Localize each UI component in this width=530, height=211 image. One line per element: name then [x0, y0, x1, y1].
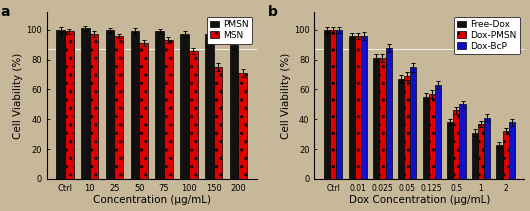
Bar: [130, 31, 139, 179]
Bar: [484, 118, 490, 179]
Bar: [81, 28, 90, 179]
Bar: [336, 30, 342, 179]
Bar: [114, 36, 123, 179]
Bar: [349, 36, 355, 179]
Bar: [90, 34, 99, 179]
Bar: [429, 94, 435, 179]
Bar: [324, 30, 330, 179]
X-axis label: Dox Concentration (μg/mL): Dox Concentration (μg/mL): [349, 195, 490, 206]
Bar: [404, 76, 410, 179]
Bar: [478, 124, 484, 179]
Bar: [361, 36, 367, 179]
Text: b: b: [268, 5, 278, 19]
Bar: [65, 31, 74, 179]
Bar: [205, 34, 214, 179]
Bar: [106, 30, 114, 179]
Bar: [497, 145, 502, 179]
Bar: [238, 73, 247, 179]
Bar: [435, 85, 441, 179]
Bar: [509, 122, 515, 179]
Bar: [230, 45, 239, 179]
Bar: [180, 34, 189, 179]
Bar: [472, 133, 478, 179]
Bar: [214, 67, 222, 179]
X-axis label: Concentration (μg/mL): Concentration (μg/mL): [93, 195, 210, 206]
Bar: [410, 67, 417, 179]
Bar: [398, 79, 404, 179]
Bar: [422, 97, 429, 179]
Bar: [385, 48, 392, 179]
Bar: [355, 36, 361, 179]
Legend: Free-Dox, Dox-PMSN, Dox-BcP: Free-Dox, Dox-PMSN, Dox-BcP: [454, 17, 520, 54]
Bar: [164, 40, 173, 179]
Bar: [460, 104, 466, 179]
Y-axis label: Cell Viability (%): Cell Viability (%): [281, 52, 291, 139]
Bar: [139, 43, 148, 179]
Bar: [379, 58, 385, 179]
Bar: [56, 30, 65, 179]
Bar: [453, 110, 460, 179]
Bar: [189, 51, 198, 179]
Bar: [447, 122, 453, 179]
Legend: PMSN, MSN: PMSN, MSN: [207, 17, 252, 44]
Bar: [373, 58, 379, 179]
Y-axis label: Cell Viability (%): Cell Viability (%): [13, 52, 23, 139]
Text: a: a: [1, 5, 10, 19]
Bar: [155, 31, 164, 179]
Bar: [330, 30, 336, 179]
Bar: [502, 131, 509, 179]
